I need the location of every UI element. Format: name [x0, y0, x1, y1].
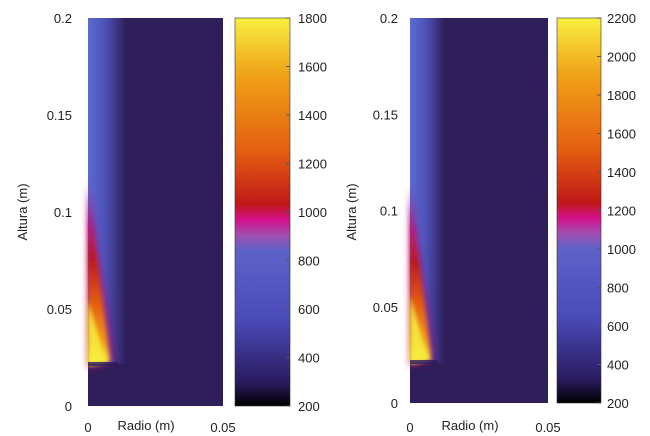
y-tick-label: 0.2 [380, 11, 398, 26]
x-axis-left: 0 0.05 [84, 420, 235, 435]
panel-right: 00.050.10.150.2 0 0.05 Altura (m) Radio (… [344, 11, 636, 435]
y-axis-title-left: Altura (m) [15, 183, 30, 240]
colorbar-left: 200 400 600 800 1000 1200 1400 1600 1800 [234, 11, 327, 414]
x-axis-title-left: Radio (m) [117, 418, 174, 433]
colorbar-tick-label: 400 [298, 351, 320, 366]
colorbar-tick-label: 2200 [607, 11, 636, 26]
colorbar-tick-label: 1600 [298, 60, 327, 75]
colorbar-tick-label: 1200 [298, 157, 327, 172]
x-axis-title-right: Radio (m) [441, 418, 498, 433]
burner-base-right [410, 360, 438, 364]
flame-tip-left [88, 300, 106, 364]
colorbar-tick-label: 2000 [607, 50, 636, 65]
colorbar-tick-label: 1600 [607, 127, 636, 142]
y-tick-label: 0.15 [47, 108, 72, 123]
x-tick-label: 0 [84, 420, 91, 435]
y-tick-label: 0.2 [54, 11, 72, 26]
y-axis-left: 0 0.05 0.1 0.15 0.2 [47, 11, 72, 414]
colorbar-tick-label: 200 [298, 399, 320, 414]
y-tick-label: 0.05 [47, 302, 72, 317]
colorbar-tick-label: 1200 [607, 204, 636, 219]
colorbar-gradient-right [556, 17, 602, 404]
x-tick-label: 0.05 [210, 420, 235, 435]
y-tick-label: 0 [65, 399, 72, 414]
flame-tip-right [410, 295, 428, 362]
x-tick-label: 0 [406, 420, 413, 435]
colorbar-tick-label: 1400 [607, 165, 636, 180]
colorbar-tick-label: 400 [607, 358, 629, 373]
heatmap-plot-right [410, 18, 548, 403]
x-axis-right: 0 0.05 [406, 420, 560, 435]
y-axis-title-right: Altura (m) [344, 183, 359, 240]
y-tick-label: 0.1 [380, 204, 398, 219]
colorbar-tick-label: 800 [607, 281, 629, 296]
y-tick-label: 0.15 [373, 107, 398, 122]
heatmap-plot-left [88, 18, 223, 406]
colorbar-tick-label: 800 [298, 254, 320, 269]
burner-base-left [88, 362, 118, 366]
x-tick-label: 0.05 [535, 420, 560, 435]
colorbar-gradient-left [234, 17, 291, 407]
colorbar-right: 200 400 600 800 1000 1200 1400 1600 1800 2000 2200 [556, 11, 636, 411]
colorbar-tick-label: 1000 [607, 242, 636, 257]
colorbar-tick-label: 1000 [298, 205, 327, 220]
colorbar-tick-label: 1400 [298, 108, 327, 123]
colorbar-tick-label: 1800 [298, 11, 327, 26]
y-tick-label: 0 [391, 396, 398, 411]
colorbar-tick-label: 1800 [607, 88, 636, 103]
y-tick-label: 0.1 [54, 205, 72, 220]
y-axis-right: 0 0.05 0.1 0.15 0.2 [373, 11, 398, 411]
colorbar-tick-label: 600 [298, 302, 320, 317]
colorbar-tick-label: 200 [607, 396, 629, 411]
colorbar-tick-label: 600 [607, 319, 629, 334]
y-tick-label: 0.05 [373, 300, 398, 315]
panel-left: 00.050.10.150.2 0 0.05 Altura (m) Radio (… [15, 11, 327, 435]
